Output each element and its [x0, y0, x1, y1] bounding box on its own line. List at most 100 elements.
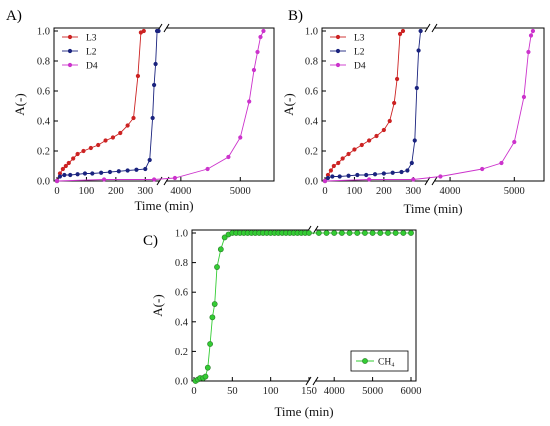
data-point [387, 118, 392, 124]
y-tick-label: 0.6 [175, 288, 188, 299]
data-point [328, 168, 333, 173]
data-point [211, 301, 218, 307]
y-tick-label: 0.6 [37, 87, 50, 98]
data-point [381, 171, 386, 176]
data-point [367, 177, 372, 182]
legend-label: L3 [354, 34, 365, 44]
x-tick-label: 5000 [362, 386, 383, 397]
data-point [374, 133, 379, 139]
axis-break-gap [160, 24, 166, 32]
data-point [499, 160, 504, 166]
axis-break-gap [160, 177, 166, 185]
series-L3 [322, 28, 406, 184]
x-tick-label: 50 [227, 386, 238, 397]
data-point [325, 172, 331, 178]
data-point [261, 28, 266, 34]
legend-marker [67, 34, 73, 40]
series-line [56, 30, 145, 182]
data-point [399, 169, 404, 175]
legend: L3 L2 D4 [330, 34, 366, 72]
data-point [60, 166, 65, 172]
data-point [359, 142, 364, 148]
data-point [107, 169, 113, 175]
legend-label: L2 [86, 48, 97, 58]
data-point [147, 157, 152, 163]
data-point [414, 85, 419, 91]
panel-label: C) [143, 233, 158, 249]
data-point [412, 138, 417, 143]
axis-break-mark [424, 176, 431, 186]
data-point [71, 156, 76, 161]
legend-label: D4 [86, 62, 98, 72]
data-point [221, 234, 228, 241]
data-point [331, 163, 336, 169]
x-tick-label: 0 [191, 386, 196, 397]
data-point [367, 138, 372, 143]
data-point [369, 230, 376, 236]
data-point [66, 160, 71, 166]
data-point [101, 177, 107, 182]
data-point [205, 166, 210, 172]
data-point [143, 166, 148, 172]
data-point [118, 130, 123, 136]
chart-panel-2: B) 0.0 0.2 0.4 0.6 0.8 1.0 0 100 200 300 4000 5000 Ti… [281, 8, 545, 216]
x-tick-label: 6000 [401, 386, 422, 397]
data-point [346, 151, 351, 157]
data-point [103, 138, 108, 143]
data-point [385, 230, 391, 236]
chart-panel-3: C) 0.0 0.2 0.4 0.6 0.8 1.0 0 50 100 150 4000 5000 600… [143, 225, 422, 419]
y-tick-label: 0.8 [37, 57, 50, 68]
data-point [135, 73, 141, 79]
legend-marker [335, 48, 341, 54]
data-point [354, 230, 361, 236]
data-point [238, 135, 243, 140]
data-point [416, 48, 421, 53]
legend-label: L3 [86, 34, 97, 44]
data-point [110, 135, 116, 140]
data-point [204, 364, 211, 371]
x-tick-label: 200 [108, 186, 124, 197]
axis-break-mark [312, 376, 319, 386]
legend-marker [67, 62, 73, 68]
y-tick-label: 1.0 [37, 27, 50, 38]
data-point [528, 33, 534, 38]
axis-break-gap [428, 24, 434, 32]
data-point [54, 178, 60, 184]
data-point [90, 171, 95, 176]
data-point [340, 156, 345, 161]
x-tick-label: 100 [347, 186, 363, 197]
axis-break-mark [431, 176, 438, 186]
y-tick-label: 0.4 [175, 317, 189, 328]
data-point [352, 147, 357, 152]
data-point [338, 230, 345, 236]
y-tick-label: 0.0 [37, 177, 50, 188]
x-tick-label: 100 [79, 186, 95, 197]
chart-panel-1: A) 0.0 0.2 0.4 0.6 0.8 1.0 0 100 200 300 4000 5000 Ti… [6, 8, 275, 213]
x-tick-label: 4000 [324, 386, 345, 397]
axis-break-mark [424, 23, 431, 33]
legend: L3 L2 D4 [62, 34, 98, 72]
axis-break-mark [156, 176, 163, 186]
data-point [134, 167, 139, 172]
data-point [323, 230, 330, 236]
y-tick-label: 0.2 [305, 147, 318, 158]
data-point [306, 230, 312, 236]
legend-label: L2 [354, 48, 365, 58]
data-point [150, 115, 155, 121]
data-point [315, 230, 322, 236]
data-point [526, 49, 531, 55]
data-point [152, 177, 157, 182]
series-line [324, 30, 422, 182]
y-tick-label: 0.4 [305, 117, 319, 128]
data-point [346, 173, 351, 178]
y-axis-label: A(-) [281, 93, 296, 115]
data-point [392, 230, 399, 236]
axis-break-gap [309, 226, 315, 234]
y-tick-label: 0.2 [37, 147, 50, 158]
data-point [372, 172, 378, 177]
data-point [209, 314, 216, 321]
panel-label: A) [6, 8, 22, 24]
data-point [362, 230, 368, 236]
data-point [377, 230, 384, 236]
data-point [325, 175, 331, 181]
